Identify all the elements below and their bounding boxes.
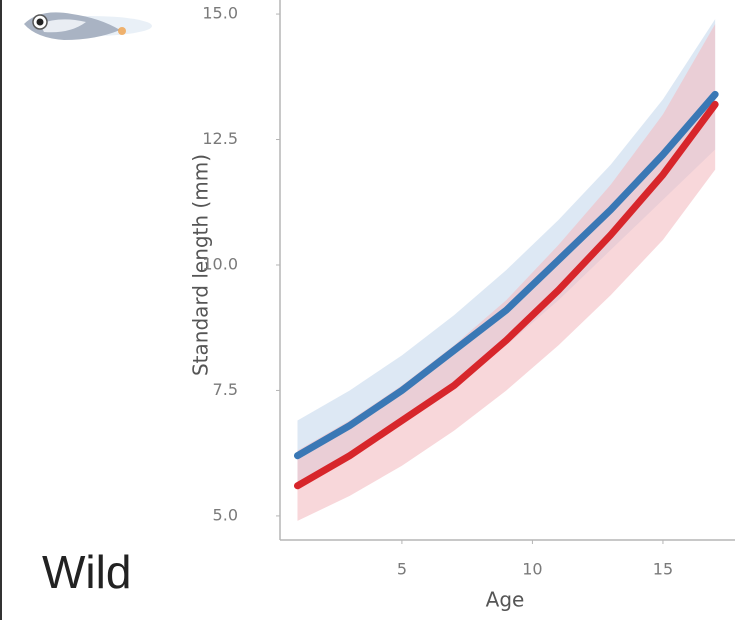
x-axis-title: Age — [486, 588, 525, 612]
series-line — [293, 90, 719, 460]
y-tick-label: 5.0 — [213, 505, 238, 524]
y-tick-label: 7.5 — [213, 380, 238, 399]
x-tick-label: 5 — [397, 560, 407, 579]
group-label: Wild — [42, 546, 131, 598]
y-tick-label: 15.0 — [202, 4, 238, 23]
y-axis-title: Standard length (mm) — [189, 154, 213, 376]
fish-icon — [24, 12, 152, 40]
plot: 5.0 7.5 10.0 12.5 15.0 5 10 15 — [202, 0, 735, 579]
y-tick-label: 10.0 — [202, 254, 238, 273]
confidence-band — [297, 24, 716, 521]
confidence-band — [297, 19, 716, 486]
x-tick-label: 10 — [522, 560, 542, 579]
series-line — [293, 100, 719, 490]
x-tick-label: 15 — [653, 560, 673, 579]
y-tick-label: 12.5 — [202, 129, 238, 148]
